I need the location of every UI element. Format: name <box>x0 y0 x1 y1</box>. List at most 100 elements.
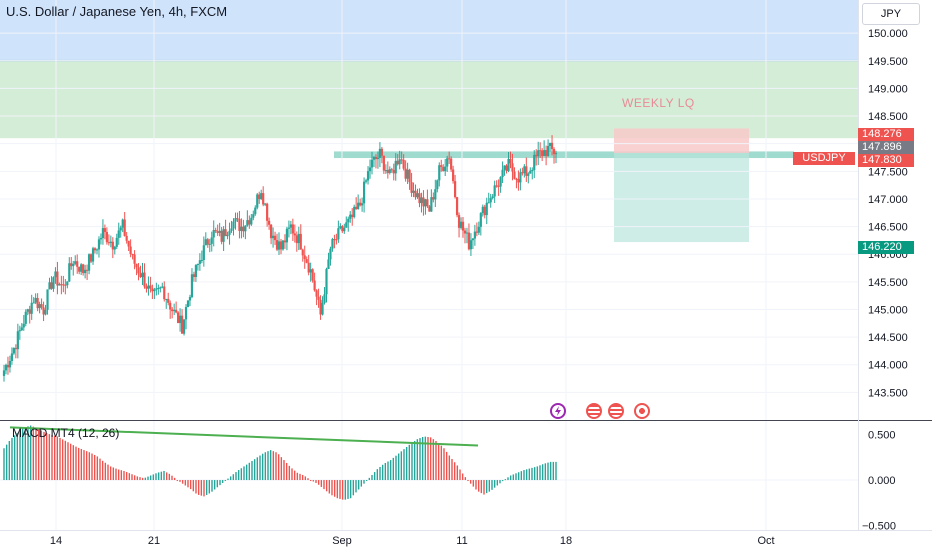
macd-bar-8 <box>24 426 27 481</box>
macd-bar-1 <box>5 444 8 481</box>
macd-bar-83 <box>224 480 227 482</box>
macd-bar-63 <box>171 475 173 481</box>
candle-136 <box>271 227 275 248</box>
candle-217 <box>432 192 435 203</box>
japan-flag-event-icon[interactable] <box>634 403 650 419</box>
candle-body-130 <box>260 193 263 200</box>
macd-bar-167 <box>448 455 451 481</box>
candle-26 <box>54 267 57 284</box>
candle-body-163 <box>325 269 328 295</box>
candle-body-25 <box>52 277 55 289</box>
currency-button[interactable]: JPY <box>862 3 920 25</box>
candle-body-252 <box>501 169 504 178</box>
candle-190 <box>378 142 382 168</box>
candle-body-249 <box>495 185 498 187</box>
macd-bar-196 <box>525 469 528 481</box>
short-position-tool[interactable] <box>614 128 749 243</box>
macd-bar-23 <box>64 440 67 481</box>
candle-body-224 <box>446 158 449 167</box>
candle-body-240 <box>477 226 480 233</box>
macd-bar-4 <box>13 435 16 481</box>
candle-228 <box>453 174 457 199</box>
candle-42 <box>85 264 89 281</box>
candle-body-36 <box>74 261 77 264</box>
candle-body-254 <box>505 165 508 171</box>
candle-body-54 <box>109 241 112 244</box>
candle-132 <box>264 202 267 207</box>
candle-278 <box>552 147 556 164</box>
candle-97 <box>194 264 198 282</box>
macd-indicator-label[interactable]: MACD MT4 (12, 26) <box>12 426 120 440</box>
macd-bar-201 <box>539 465 541 481</box>
candle-224 <box>446 155 449 172</box>
macd-bar-164 <box>440 445 443 481</box>
candle-body-107 <box>214 230 217 232</box>
candle-111 <box>222 226 225 251</box>
candle-body-28 <box>58 284 61 286</box>
macd-bar-9 <box>27 426 29 481</box>
candle-body-12 <box>26 309 29 312</box>
macd-bar-78 <box>211 480 213 492</box>
macd-bar-170 <box>456 465 459 481</box>
lightning-event-icon[interactable] <box>550 403 566 419</box>
macd-bar-113 <box>304 476 307 481</box>
candle-79 <box>159 286 162 293</box>
candle-68 <box>137 263 140 281</box>
candle-80 <box>161 282 164 289</box>
candle-body-213 <box>424 199 427 207</box>
candle-40 <box>82 263 85 276</box>
us-flag-event-icon-2[interactable] <box>608 403 624 419</box>
candle-body-47 <box>95 249 99 251</box>
macd-bar-152 <box>408 444 411 481</box>
candle-235 <box>467 223 471 251</box>
candle-128 <box>256 192 259 210</box>
candle-body-46 <box>93 248 97 251</box>
upper-zone <box>0 0 858 61</box>
candle-88 <box>177 311 180 324</box>
macd-bar-145 <box>389 460 392 481</box>
macd-bar-141 <box>379 466 381 481</box>
candle-3 <box>8 355 12 373</box>
candle-body-84 <box>169 302 172 310</box>
macd-bar-58 <box>157 472 160 481</box>
candle-11 <box>24 309 27 327</box>
macd-bar-17 <box>48 434 51 481</box>
macd-bar-44 <box>120 470 123 481</box>
macd-bar-137 <box>368 477 371 481</box>
macd-bar-2 <box>8 440 11 481</box>
us-flag-event-icon[interactable] <box>586 403 602 419</box>
candle-54 <box>109 235 112 248</box>
candle-body-48 <box>97 239 101 250</box>
macd-bar-98 <box>264 452 267 481</box>
candle-63 <box>127 240 130 252</box>
macd-bar-156 <box>419 438 421 481</box>
candle-184 <box>366 166 370 185</box>
candle-277 <box>550 135 554 156</box>
candle-92 <box>184 304 188 330</box>
candle-55 <box>111 237 114 259</box>
candle-body-269 <box>535 154 538 157</box>
macd-bar-125 <box>336 480 339 499</box>
candle-149 <box>297 226 300 251</box>
candle-265 <box>527 172 530 184</box>
candle-138 <box>275 233 279 252</box>
candle-171 <box>341 224 344 233</box>
candle-81 <box>163 281 166 302</box>
candle-272 <box>541 148 544 162</box>
macd-bar-40 <box>109 466 112 481</box>
candle-body-141 <box>281 240 285 250</box>
macd-bar-32 <box>88 452 91 481</box>
candle-body-244 <box>485 202 488 216</box>
macd-bar-155 <box>416 439 419 481</box>
candle-body-235 <box>467 232 471 250</box>
candle-274 <box>545 145 548 166</box>
candle-183 <box>364 178 368 184</box>
candle-47 <box>95 248 99 255</box>
candle-8 <box>18 325 21 340</box>
candle-body-253 <box>503 165 506 170</box>
candle-163 <box>325 267 328 303</box>
macd-bar-160 <box>429 437 432 481</box>
macd-bar-16 <box>45 432 48 481</box>
macd-bar-202 <box>541 464 544 481</box>
candle-31 <box>64 279 67 295</box>
